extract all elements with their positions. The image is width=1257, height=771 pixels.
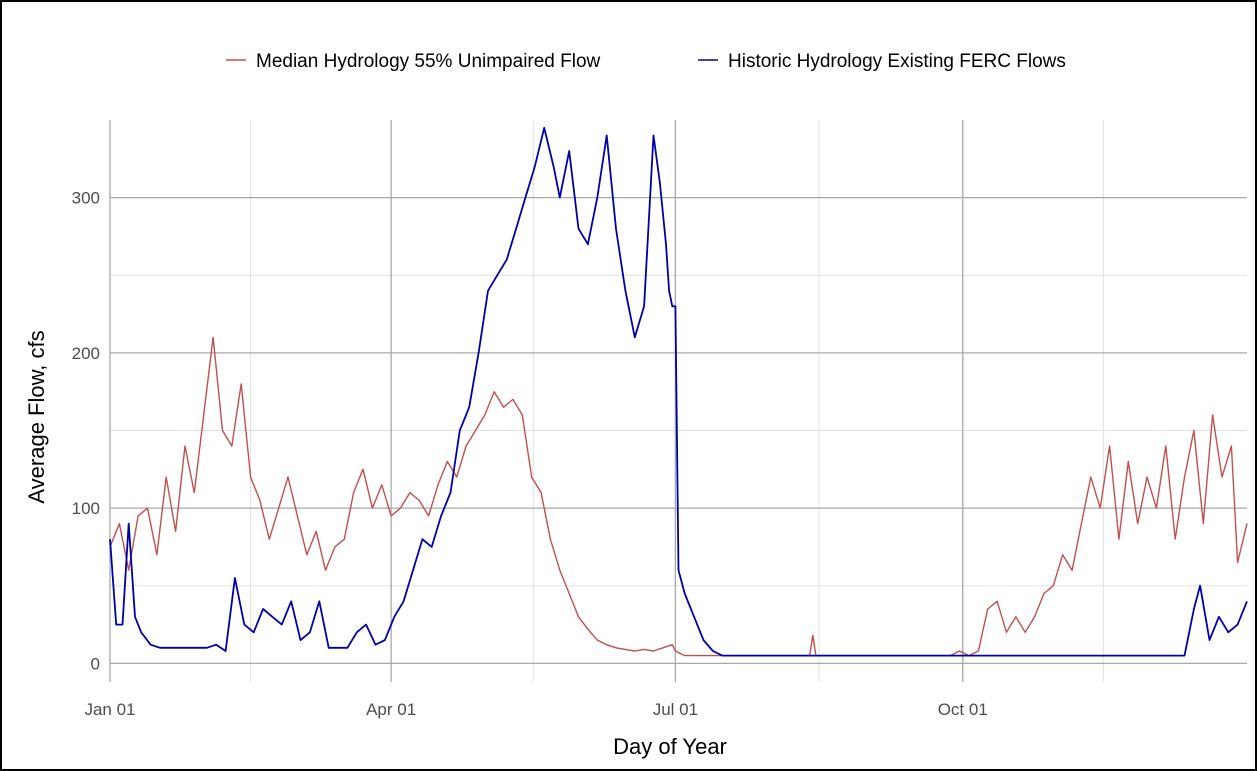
y-tick-label: 200 bbox=[72, 344, 100, 363]
y-tick-label: 300 bbox=[72, 189, 100, 208]
x-tick-label: Apr 01 bbox=[366, 700, 416, 719]
x-axis-title: Day of Year bbox=[613, 734, 727, 759]
grid bbox=[109, 120, 1247, 682]
y-tick-label: 0 bbox=[91, 654, 100, 673]
x-tick-label: Oct 01 bbox=[938, 700, 988, 719]
y-axis-title: Average Flow, cfs bbox=[24, 330, 49, 503]
x-tick-label: Jul 01 bbox=[653, 700, 698, 719]
legend: Median Hydrology 55% Unimpaired Flow His… bbox=[226, 51, 1066, 72]
legend-label-median-hydrology: Median Hydrology 55% Unimpaired Flow bbox=[256, 51, 601, 72]
x-tick-label: Jan 01 bbox=[84, 700, 135, 719]
series-line-median-hydrology bbox=[109, 336, 1248, 657]
tick-labels: 0 100 200 300 Jan 01 Apr 01 Jul 01 Oct 01 bbox=[72, 189, 988, 719]
series-line-historic-hydrology bbox=[109, 126, 1248, 657]
legend-label-historic-hydrology: Historic Hydrology Existing FERC Flows bbox=[728, 51, 1066, 72]
series-layer bbox=[109, 126, 1248, 657]
y-tick-label: 100 bbox=[72, 499, 100, 518]
